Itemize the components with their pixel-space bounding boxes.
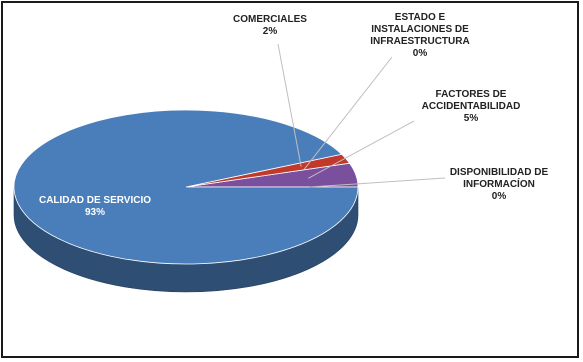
value-label-4: 0% bbox=[492, 191, 507, 202]
category-label-3: ACCIDENTABILIDAD bbox=[422, 101, 521, 112]
pie-slice-0 bbox=[13, 109, 359, 265]
value-label-0: 93% bbox=[85, 207, 105, 218]
leader-line-1 bbox=[277, 43, 302, 167]
pie-top-group bbox=[13, 109, 359, 265]
category-label-3: FACTORES DE bbox=[436, 89, 507, 100]
category-label-2: INFRAESTRUCTURA bbox=[370, 36, 469, 47]
category-label-0: CALIDAD DE SERVICIO bbox=[39, 195, 151, 206]
category-label-1: COMERCIALES bbox=[233, 14, 307, 25]
leader-lines-group bbox=[277, 43, 446, 188]
category-label-2: INSTALACIONES DE bbox=[371, 24, 469, 35]
value-label-3: 5% bbox=[464, 113, 479, 124]
category-label-2: ESTADO E bbox=[395, 12, 446, 23]
value-label-1: 2% bbox=[263, 26, 278, 37]
leader-line-4 bbox=[309, 177, 446, 188]
leader-line-2 bbox=[303, 56, 393, 171]
value-label-2: 0% bbox=[413, 48, 428, 59]
category-label-4: INFORMACÍON bbox=[463, 177, 535, 190]
leader-line-3 bbox=[308, 120, 415, 179]
category-label-4: DISPONIBILIDAD DE bbox=[450, 167, 549, 178]
